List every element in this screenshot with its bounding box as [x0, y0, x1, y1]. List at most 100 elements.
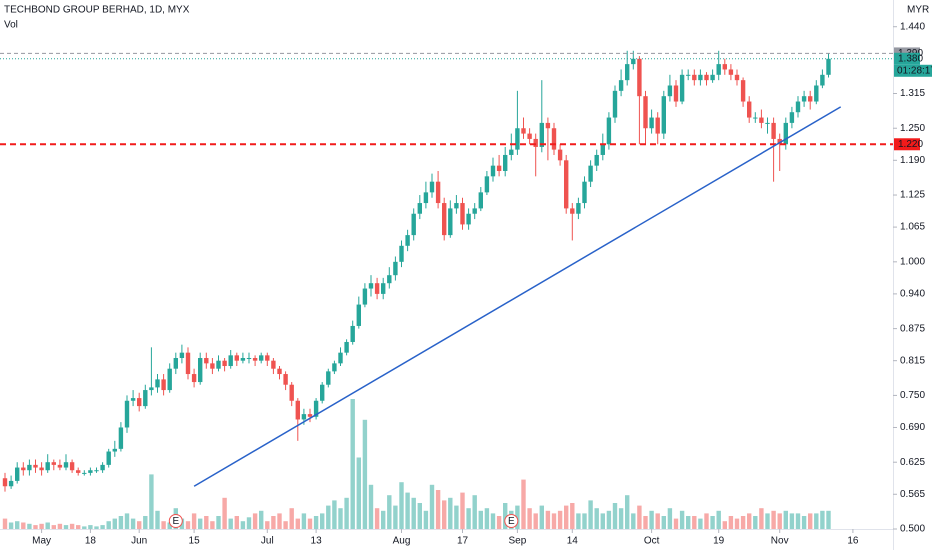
candle-body [527, 133, 532, 139]
volume-bar [442, 500, 447, 529]
volume-bar [478, 510, 483, 529]
volume-bar [814, 513, 819, 529]
candle-body [283, 374, 288, 385]
candle-body [222, 360, 227, 367]
volume-bar [161, 521, 166, 529]
x-tick-label: May [32, 536, 51, 547]
volume-bar [368, 484, 374, 529]
candle-body [94, 470, 99, 472]
candle-body [332, 363, 337, 372]
volume-bar [63, 525, 69, 529]
candle-body [667, 85, 673, 97]
candle-body [82, 472, 87, 474]
candle-body [106, 451, 111, 465]
volume-bar [576, 513, 581, 529]
volume-bar [423, 510, 429, 529]
candle-body [100, 464, 105, 471]
candle-body [368, 283, 374, 289]
chart-title: TECHBOND GROUP BERHAD, 1D, MYX [4, 5, 190, 16]
candle-body [143, 390, 148, 407]
volume-bar [21, 522, 26, 529]
candle-body [57, 464, 63, 468]
volume-bar [289, 508, 294, 529]
candle-body [130, 398, 136, 401]
candle-body [814, 85, 819, 102]
volume-bar [124, 513, 130, 529]
candle-body [39, 467, 44, 471]
candle-body [466, 213, 471, 225]
candle-body [393, 261, 398, 276]
volume-bar [277, 513, 282, 529]
earnings-marker-label: E [172, 516, 179, 527]
volume-bar [594, 508, 599, 529]
candle-body [625, 64, 630, 81]
candle-body [612, 90, 618, 118]
earnings-marker-label: E [508, 516, 515, 527]
candle-body [210, 363, 215, 369]
earnings-marker [168, 514, 183, 528]
volume-bar [185, 521, 191, 529]
volume-bar [722, 521, 727, 529]
candle-body [45, 462, 50, 471]
volume-bar [326, 505, 331, 529]
volume-bar [771, 510, 776, 529]
volume-bar [228, 518, 233, 529]
candle-body [551, 128, 557, 150]
volume-bar [344, 497, 349, 529]
candle-body [503, 154, 508, 171]
candle-body [765, 122, 770, 124]
volume-bar [8, 522, 14, 529]
volume-bar [801, 516, 807, 529]
x-tick-label: 15 [189, 536, 201, 547]
candle-body [167, 368, 172, 391]
volume-bar [472, 495, 477, 529]
volume-bar [118, 516, 124, 529]
candle-body [246, 358, 252, 360]
candle-body [637, 58, 642, 97]
candle-body [710, 74, 715, 81]
volume-bar [667, 508, 673, 529]
volume-bar [387, 495, 392, 529]
candle-body [313, 400, 319, 417]
volume-bar [82, 526, 87, 529]
candle-body [118, 427, 124, 449]
volume-bar [686, 516, 691, 529]
volume-bar [2, 518, 8, 529]
volume-bar [338, 508, 343, 529]
volume-bar [753, 516, 758, 529]
volume-bar [618, 508, 624, 529]
volume-bar [631, 513, 636, 529]
volume-bar [307, 518, 313, 529]
volume-bar [692, 516, 697, 529]
volume-bar [710, 516, 715, 529]
x-tick-label: 18 [85, 536, 97, 547]
candle-body [576, 203, 581, 214]
y-tick-label: 0.940 [900, 289, 925, 300]
candle-body [649, 117, 654, 129]
candle-body [265, 355, 270, 361]
volume-bar [240, 521, 246, 529]
candle-body [234, 355, 239, 361]
candle-body [173, 358, 178, 369]
volume-bar [57, 523, 63, 529]
candle-body [271, 360, 276, 369]
candle-body [545, 122, 551, 129]
volume-bar [429, 484, 435, 529]
volume-bar [747, 513, 752, 529]
volume-bar [399, 482, 404, 529]
volume-bar [716, 510, 721, 529]
candle-body [381, 283, 386, 294]
candle-body [161, 379, 166, 391]
volume-bar [503, 503, 508, 529]
volume-bar [100, 525, 105, 529]
volume-bar [33, 525, 38, 529]
volume-bar [820, 510, 825, 529]
candle-body [423, 192, 429, 204]
candle-body [15, 467, 20, 481]
candle-body [686, 74, 691, 76]
volume-bar [515, 505, 520, 529]
candle-body [124, 400, 130, 428]
y-tick-label: 0.565 [900, 489, 925, 500]
volume-bar [374, 508, 380, 529]
volume-bar [76, 525, 81, 529]
